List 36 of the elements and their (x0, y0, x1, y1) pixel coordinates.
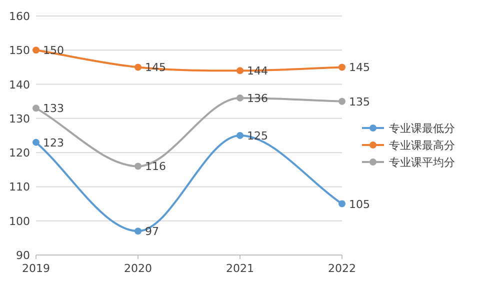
data-label: 133 (43, 102, 64, 116)
point (338, 64, 346, 71)
y-tick-label: 90 (16, 249, 30, 262)
legend-label: 专业课最高分 (389, 139, 455, 152)
point (32, 138, 40, 146)
x-tick-label: 2020 (124, 262, 152, 275)
x-tick-label: 2019 (22, 262, 50, 275)
y-tick-label: 150 (9, 44, 30, 58)
x-tick-label: 2021 (226, 262, 254, 275)
data-label: 136 (247, 92, 268, 105)
point (236, 94, 244, 102)
legend-label: 专业课平均分 (389, 156, 455, 169)
legend-label: 专业课最低分 (389, 122, 455, 135)
y-tick-label: 140 (9, 78, 30, 92)
data-label: 123 (43, 136, 64, 150)
point (32, 104, 40, 112)
y-tick-label: 160 (9, 10, 30, 23)
point (134, 64, 142, 71)
x-tick-label: 2022 (328, 262, 356, 275)
point (236, 67, 244, 74)
point (338, 98, 346, 105)
data-label: 145 (349, 61, 370, 74)
data-label: 135 (349, 95, 370, 108)
y-tick-label: 100 (9, 214, 30, 228)
point (236, 132, 244, 139)
data-label: 105 (349, 198, 370, 211)
y-tick-label: 110 (9, 180, 30, 194)
data-label: 97 (145, 225, 159, 238)
point (134, 162, 142, 170)
point (338, 200, 346, 208)
data-label: 125 (247, 130, 268, 142)
y-tick-label: 130 (9, 112, 30, 126)
point (32, 46, 40, 54)
data-label: 116 (145, 160, 166, 174)
point (134, 228, 142, 235)
y-tick-label: 120 (9, 146, 30, 160)
